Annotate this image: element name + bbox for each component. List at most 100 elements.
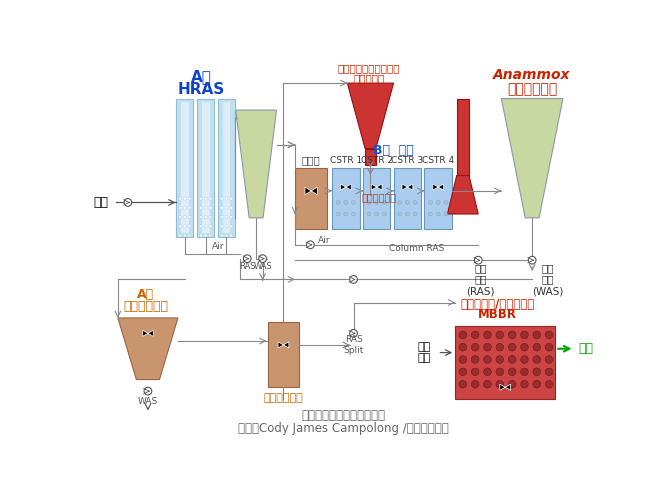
Circle shape — [546, 331, 553, 338]
Circle shape — [521, 356, 528, 364]
Circle shape — [350, 330, 358, 337]
Circle shape — [344, 200, 348, 204]
Circle shape — [209, 234, 212, 237]
Text: B段  脱氮: B段 脱氮 — [373, 144, 414, 158]
Circle shape — [508, 368, 516, 376]
Circle shape — [436, 200, 440, 204]
Bar — [197, 98, 214, 237]
Circle shape — [521, 368, 528, 376]
Circle shape — [496, 344, 504, 351]
Circle shape — [220, 206, 223, 210]
Polygon shape — [402, 184, 413, 190]
Text: Column RAS: Column RAS — [389, 244, 444, 253]
Circle shape — [459, 344, 467, 351]
Text: 剩余
污泥
(WAS): 剩余 污泥 (WAS) — [532, 263, 563, 296]
Circle shape — [484, 344, 491, 351]
Text: 进水: 进水 — [93, 196, 108, 209]
Circle shape — [533, 356, 541, 364]
Text: 添加
碳源: 添加 碳源 — [418, 342, 431, 363]
Polygon shape — [371, 184, 382, 190]
Circle shape — [444, 200, 448, 204]
Circle shape — [209, 206, 212, 210]
Circle shape — [382, 212, 386, 216]
Circle shape — [444, 212, 448, 216]
Circle shape — [229, 197, 233, 200]
Polygon shape — [433, 184, 444, 190]
Circle shape — [429, 200, 432, 204]
Text: CSTR 4: CSTR 4 — [422, 156, 454, 164]
Circle shape — [471, 380, 479, 388]
Circle shape — [199, 197, 203, 200]
Text: A段: A段 — [191, 70, 211, 84]
Circle shape — [307, 241, 314, 248]
Polygon shape — [340, 184, 351, 190]
Bar — [268, 322, 299, 387]
Circle shape — [533, 344, 541, 351]
Circle shape — [352, 212, 356, 216]
Text: Air: Air — [212, 242, 224, 251]
Circle shape — [521, 331, 528, 338]
Text: 回流
污泥
(RAS): 回流 污泥 (RAS) — [466, 263, 495, 296]
Text: MBBR: MBBR — [478, 308, 517, 322]
Circle shape — [471, 356, 479, 364]
Circle shape — [229, 225, 233, 228]
Circle shape — [183, 225, 187, 228]
Circle shape — [225, 206, 228, 210]
Circle shape — [229, 206, 233, 210]
Circle shape — [336, 200, 340, 204]
Polygon shape — [305, 187, 317, 194]
Circle shape — [459, 368, 467, 376]
Circle shape — [188, 234, 191, 237]
Circle shape — [367, 212, 371, 216]
Circle shape — [204, 225, 207, 228]
Bar — [365, 148, 376, 166]
Text: 部分反硝化/厌氧氨氧化: 部分反硝化/厌氧氨氧化 — [460, 298, 535, 310]
Circle shape — [183, 197, 187, 200]
Circle shape — [398, 212, 402, 216]
Circle shape — [124, 198, 132, 206]
Circle shape — [484, 356, 491, 364]
Circle shape — [225, 216, 228, 218]
Bar — [181, 102, 189, 233]
Circle shape — [183, 216, 187, 218]
Bar — [218, 98, 235, 237]
Polygon shape — [500, 384, 511, 390]
Circle shape — [183, 206, 187, 210]
Text: A段: A段 — [137, 288, 154, 302]
Circle shape — [533, 380, 541, 388]
Text: CSTR 3: CSTR 3 — [391, 156, 423, 164]
Text: RAS: RAS — [239, 262, 256, 271]
Circle shape — [178, 225, 182, 228]
Text: WAS: WAS — [138, 396, 158, 406]
Circle shape — [459, 331, 467, 338]
Circle shape — [350, 276, 358, 283]
Circle shape — [225, 234, 228, 237]
Circle shape — [413, 200, 417, 204]
Circle shape — [352, 200, 356, 204]
Polygon shape — [448, 176, 478, 214]
Circle shape — [204, 216, 207, 218]
Circle shape — [459, 356, 467, 364]
Circle shape — [183, 234, 187, 237]
Bar — [202, 102, 209, 233]
Circle shape — [436, 212, 440, 216]
Circle shape — [259, 255, 266, 262]
Circle shape — [508, 331, 516, 338]
Circle shape — [178, 206, 182, 210]
Bar — [424, 168, 452, 230]
Polygon shape — [501, 98, 563, 218]
Circle shape — [244, 255, 251, 262]
Text: 剩余污泜发酵: 剩余污泜发酵 — [123, 300, 168, 313]
Circle shape — [484, 368, 491, 376]
Circle shape — [508, 344, 516, 351]
Circle shape — [471, 331, 479, 338]
Circle shape — [367, 200, 371, 204]
Circle shape — [220, 197, 223, 200]
Circle shape — [178, 216, 182, 218]
Circle shape — [336, 212, 340, 216]
Circle shape — [229, 234, 233, 237]
Bar — [394, 168, 421, 230]
Text: CSTR 2: CSTR 2 — [360, 156, 393, 164]
Circle shape — [382, 200, 386, 204]
Circle shape — [178, 197, 182, 200]
